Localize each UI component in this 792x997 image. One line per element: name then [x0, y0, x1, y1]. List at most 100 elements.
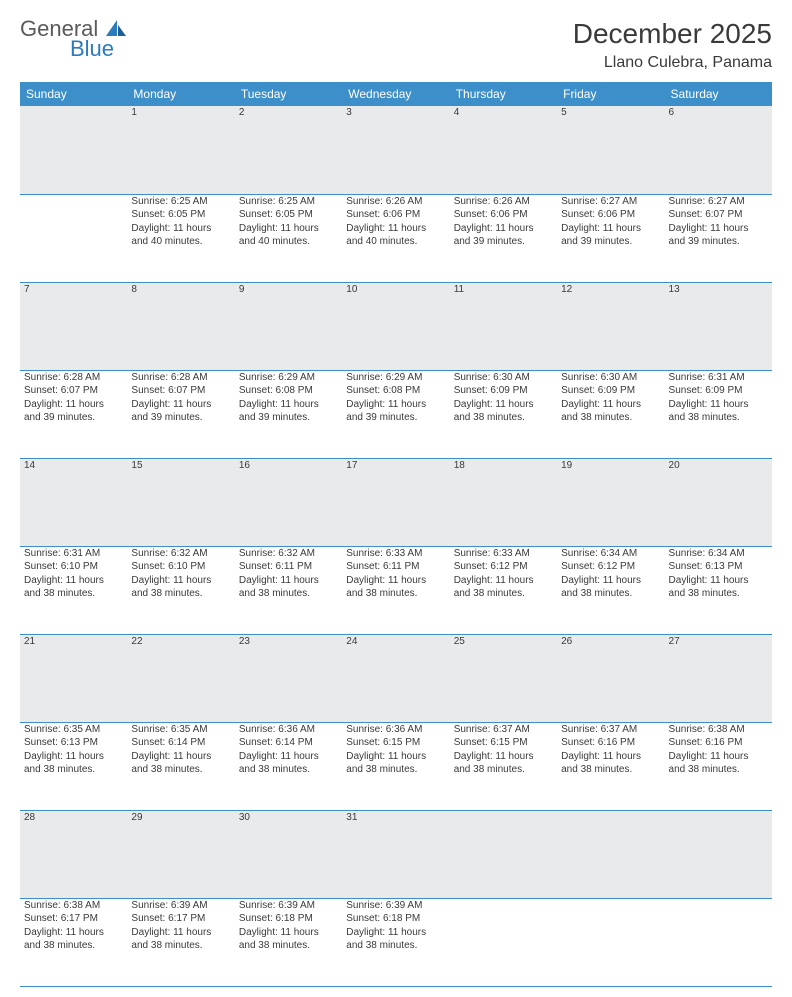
day-cell [450, 898, 557, 986]
day-number: 11 [450, 282, 557, 370]
day-info: Sunrise: 6:35 AMSunset: 6:14 PMDaylight:… [131, 723, 230, 777]
sunrise-text: Sunrise: 6:26 AM [454, 195, 553, 209]
day2-text: and 38 minutes. [669, 411, 768, 425]
sunrise-text: Sunrise: 6:32 AM [131, 547, 230, 561]
calendar-table: Sunday Monday Tuesday Wednesday Thursday… [20, 82, 772, 987]
day-content-row: Sunrise: 6:38 AM Sunset: 6:17 PM Daylight:… [20, 898, 772, 986]
day-info: Sunrise: 6:32 AMSunset: 6:11 PMDaylight:… [239, 547, 338, 601]
day-info: Sunrise: 6:35 AMSunset: 6:13 PMDaylight:… [24, 723, 123, 777]
sunset-text: Sunset: 6:14 PM [131, 736, 230, 750]
day-header: Tuesday [235, 82, 342, 106]
sunset-text: Sunset: 6:17 PM [131, 912, 230, 926]
day-cell: Sunrise: 6:31 AMSunset: 6:09 PMDaylight:… [665, 370, 772, 458]
day-cell: Sunrise: 6:26 AMSunset: 6:06 PMDaylight:… [342, 194, 449, 282]
day-info: Sunrise: 6:27 AMSunset: 6:07 PMDaylight:… [669, 195, 768, 249]
day-info: Sunrise: 6:31 AMSunset: 6:10 PMDaylight:… [24, 547, 123, 601]
sunrise-text: Sunrise: 6:31 AM [24, 547, 123, 561]
sunrise-text: Sunrise: 6:30 AM [561, 371, 660, 385]
day-content-row: Sunrise: 6:35 AMSunset: 6:13 PMDaylight:… [20, 722, 772, 810]
day-info: Sunrise: 6:28 AMSunset: 6:07 PMDaylight:… [24, 371, 123, 425]
day-content-row: Sunrise: 6:28 AMSunset: 6:07 PMDaylight:… [20, 370, 772, 458]
day-number: 8 [127, 282, 234, 370]
day-number: 17 [342, 458, 449, 546]
day-info: Sunrise: 6:26 AMSunset: 6:06 PMDaylight:… [454, 195, 553, 249]
day2-text: and 38 minutes. [346, 587, 445, 601]
day-header: Saturday [665, 82, 772, 106]
day-cell: Sunrise: 6:29 AMSunset: 6:08 PMDaylight:… [235, 370, 342, 458]
day1-text: Daylight: 11 hours [346, 926, 445, 940]
day1-text: Daylight: 11 hours [24, 574, 123, 588]
sunrise-text: Sunrise: 6:32 AM [239, 547, 338, 561]
day1-text: Daylight: 11 hours [454, 574, 553, 588]
day-number [20, 106, 127, 194]
day1-text: Daylight: 11 hours [346, 750, 445, 764]
day-cell: Sunrise: 6:29 AMSunset: 6:08 PMDaylight:… [342, 370, 449, 458]
sunset-text: Sunset: 6:06 PM [454, 208, 553, 222]
day2-text: and 40 minutes. [131, 235, 230, 249]
sunrise-text: Sunrise: 6:26 AM [346, 195, 445, 209]
sunrise-text: Sunrise: 6:39 AM [346, 899, 445, 913]
day-cell: Sunrise: 6:30 AMSunset: 6:09 PMDaylight:… [557, 370, 664, 458]
day-info: Sunrise: 6:33 AMSunset: 6:12 PMDaylight:… [454, 547, 553, 601]
day-number: 23 [235, 634, 342, 722]
location-label: Llano Culebra, Panama [573, 54, 772, 72]
day-cell: Sunrise: 6:32 AMSunset: 6:10 PMDaylight:… [127, 546, 234, 634]
day2-text: and 38 minutes. [454, 411, 553, 425]
day-number: 6 [665, 106, 772, 194]
day-info: Sunrise: 6:37 AMSunset: 6:16 PMDaylight:… [561, 723, 660, 777]
sunrise-text: Sunrise: 6:38 AM [24, 899, 123, 913]
day-cell: Sunrise: 6:39 AMSunset: 6:18 PMDaylight:… [235, 898, 342, 986]
day-cell: Sunrise: 6:32 AMSunset: 6:11 PMDaylight:… [235, 546, 342, 634]
sunset-text: Sunset: 6:13 PM [669, 560, 768, 574]
sunset-text: Sunset: 6:11 PM [239, 560, 338, 574]
day-cell [557, 898, 664, 986]
day-number: 19 [557, 458, 664, 546]
day-info: Sunrise: 6:39 AMSunset: 6:17 PMDaylight:… [131, 899, 230, 953]
day2-text: and 38 minutes. [24, 587, 123, 601]
day2-text: and 40 minutes. [239, 235, 338, 249]
day-number: 31 [342, 810, 449, 898]
day-number: 14 [20, 458, 127, 546]
calendar-body: 123456Sunrise: 6:25 AMSunset: 6:05 PMDay… [20, 106, 772, 986]
day-number: 13 [665, 282, 772, 370]
day2-text: and 39 minutes. [561, 235, 660, 249]
sunset-text: Sunset: 6:12 PM [561, 560, 660, 574]
month-title: December 2025 [573, 18, 772, 50]
day2-text: and 38 minutes. [131, 939, 230, 953]
day-info: Sunrise: 6:30 AMSunset: 6:09 PMDaylight:… [561, 371, 660, 425]
day-info: Sunrise: 6:36 AMSunset: 6:15 PMDaylight:… [346, 723, 445, 777]
sunset-text: Sunset: 6:14 PM [239, 736, 338, 750]
day1-text: Daylight: 11 hours [239, 398, 338, 412]
sunset-text: Sunset: 6:18 PM [346, 912, 445, 926]
day1-text: Daylight: 11 hours [346, 574, 445, 588]
day-cell: Sunrise: 6:37 AMSunset: 6:16 PMDaylight:… [557, 722, 664, 810]
day-number-row: 28293031 [20, 810, 772, 898]
day-cell: Sunrise: 6:25 AMSunset: 6:05 PMDaylight:… [235, 194, 342, 282]
day2-text: and 38 minutes. [239, 763, 338, 777]
day1-text: Daylight: 11 hours [239, 750, 338, 764]
day-info: Sunrise: 6:29 AMSunset: 6:08 PMDaylight:… [346, 371, 445, 425]
day-info: Sunrise: 6:37 AMSunset: 6:15 PMDaylight:… [454, 723, 553, 777]
day1-text: Daylight: 11 hours [239, 926, 338, 940]
day2-text: and 38 minutes. [561, 411, 660, 425]
day-number: 2 [235, 106, 342, 194]
sunset-text: Sunset: 6:10 PM [131, 560, 230, 574]
day-number-row: 21222324252627 [20, 634, 772, 722]
day-number-row: 123456 [20, 106, 772, 194]
day-info: Sunrise: 6:25 AMSunset: 6:05 PMDaylight:… [131, 195, 230, 249]
day-header: Wednesday [342, 82, 449, 106]
day-cell: Sunrise: 6:39 AMSunset: 6:18 PMDaylight:… [342, 898, 449, 986]
sunset-text: Sunset: 6:10 PM [24, 560, 123, 574]
sunset-text: Sunset: 6:06 PM [346, 208, 445, 222]
sunset-text: Sunset: 6:07 PM [24, 384, 123, 398]
sunrise-text: Sunrise: 6:36 AM [239, 723, 338, 737]
sunrise-text: Sunrise: 6:37 AM [561, 723, 660, 737]
day-header: Friday [557, 82, 664, 106]
day-cell: Sunrise: 6:27 AMSunset: 6:07 PMDaylight:… [665, 194, 772, 282]
day-cell: Sunrise: 6:35 AMSunset: 6:13 PMDaylight:… [20, 722, 127, 810]
day-number: 22 [127, 634, 234, 722]
day2-text: and 38 minutes. [131, 587, 230, 601]
day2-text: and 38 minutes. [346, 939, 445, 953]
day2-text: and 38 minutes. [346, 763, 445, 777]
sunrise-text: Sunrise: 6:33 AM [454, 547, 553, 561]
